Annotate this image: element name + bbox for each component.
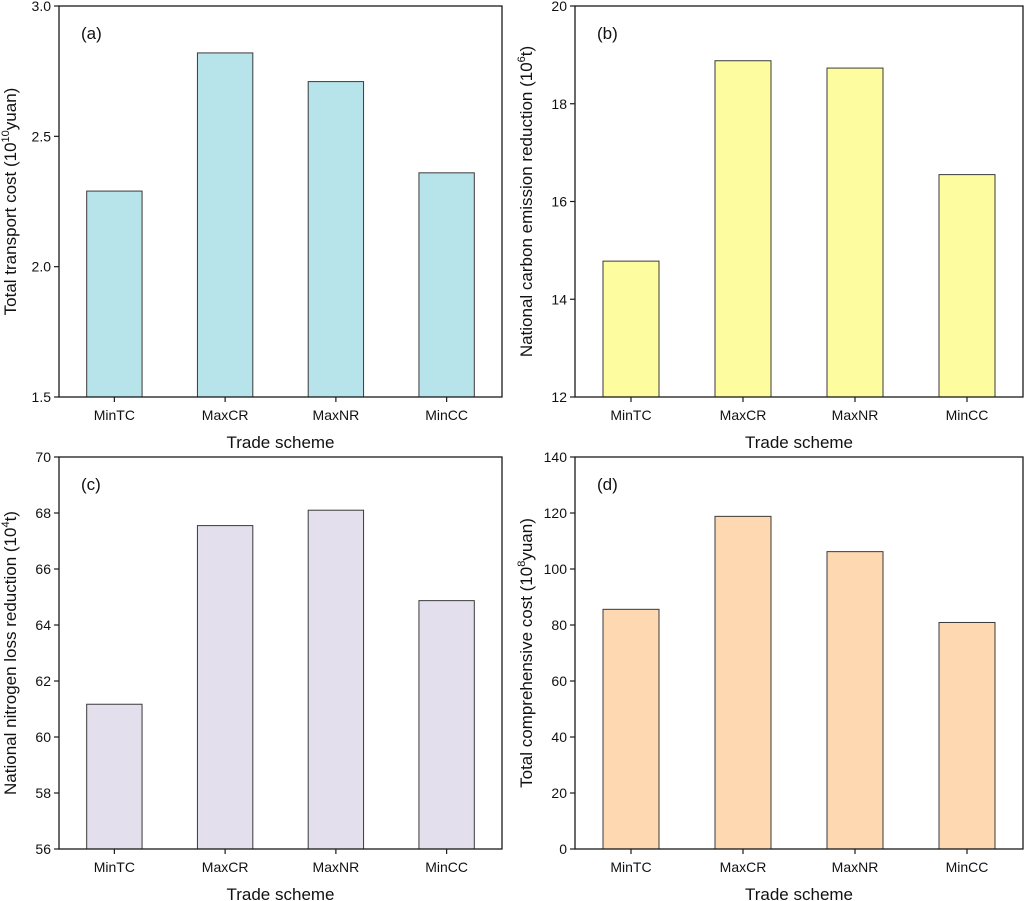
panel-tag: (a): [81, 24, 102, 43]
x-tick-label: MaxCR: [202, 407, 249, 423]
y-tick-label: 20: [551, 0, 567, 14]
bar-maxcr: [196, 525, 254, 850]
bar-mincc: [938, 621, 996, 850]
bar-mincc: [938, 174, 996, 398]
y-tick-label: 80: [551, 617, 567, 633]
y-axis-title-text: Total transport cost (10: [1, 142, 20, 315]
y-tick-label: 60: [551, 673, 567, 689]
bar-mintc: [602, 260, 660, 398]
panel-a: 1.5 2.0 2.5 3.0 MinTC MaxCR MaxNR MinCC Trade sc…: [0, 0, 503, 452]
y-axis-title-superscript: 8: [516, 561, 528, 567]
plot-frame: [58, 5, 503, 398]
plot-frame: [574, 456, 1024, 850]
y-tick-label: 62: [35, 673, 51, 689]
y-tick-label: 100: [544, 561, 568, 577]
bar-maxcr: [714, 60, 772, 398]
panel-d: 0 20 40 60 80 100 120 140 MinTC MaxCR MaxNR MinCC Tr…: [516, 449, 1024, 901]
y-tick-label: 56: [35, 841, 51, 857]
y-tick-label: 20: [551, 785, 567, 801]
y-axis-title-superscript: 6: [516, 56, 528, 62]
x-tick-label: MaxNR: [313, 859, 360, 875]
bar-maxcr: [714, 515, 772, 850]
y-axis-title-text: yuan): [1, 88, 20, 131]
y-axis-title: National carbon emission reduction (106t…: [516, 46, 536, 357]
y-tick-label: 120: [544, 505, 568, 521]
y-axis-title: National nitrogen loss reduction (104t): [0, 511, 20, 795]
y-tick-label: 58: [35, 785, 51, 801]
bar-mintc: [86, 190, 143, 398]
y-axis-title: Total comprehensive cost (108yuan): [516, 518, 536, 788]
panel-tag: (c): [81, 475, 101, 494]
y-tick-label: 18: [551, 96, 567, 112]
x-axis-title: Trade scheme: [226, 885, 334, 901]
x-tick-label: MinTC: [610, 859, 651, 875]
y-tick-label: 2.5: [32, 128, 52, 144]
bar-maxnr: [307, 81, 365, 398]
panel-b: 12 14 16 18 20 MinTC MaxCR MaxNR MinCC Trade sche…: [516, 0, 1024, 452]
y-axis-title-superscript: 10: [0, 130, 12, 142]
x-tick-label: MinTC: [610, 407, 651, 423]
x-tick-label: MaxCR: [720, 859, 767, 875]
x-tick-label: MinTC: [94, 407, 135, 423]
x-axis-title: Trade scheme: [745, 433, 853, 452]
x-tick-label: MaxCR: [720, 407, 767, 423]
y-axis-title-text: Total comprehensive cost (10: [517, 567, 536, 788]
panel-c: 56 58 60 62 64 66 68 70 MinTC MaxCR MaxNR MinCC Trad…: [0, 449, 503, 901]
y-axis-title-text: t): [517, 46, 536, 56]
y-tick-label: 0: [559, 841, 567, 857]
y-tick-label: 2.0: [32, 259, 52, 275]
x-tick-label: MaxNR: [832, 407, 879, 423]
panel-tag: (b): [597, 24, 618, 43]
y-tick-label: 12: [551, 389, 567, 405]
y-axis-title-text: National carbon emission reduction (10: [517, 62, 536, 357]
y-axis-title-text: yuan): [517, 518, 536, 561]
bar-mincc: [418, 600, 475, 850]
bar-maxnr: [307, 509, 365, 850]
bar-mintc: [602, 608, 660, 850]
x-tick-label: MinCC: [425, 859, 468, 875]
x-tick-label: MinCC: [946, 407, 989, 423]
y-axis-title: Total transport cost (1010yuan): [0, 88, 20, 316]
bar-maxnr: [826, 551, 884, 850]
x-tick-label: MaxNR: [313, 407, 360, 423]
x-axis-title: Trade scheme: [226, 433, 334, 452]
x-tick-label: MinCC: [425, 407, 468, 423]
y-tick-label: 140: [544, 449, 568, 465]
plot-frame: [58, 456, 503, 850]
y-tick-label: 16: [551, 194, 567, 210]
x-tick-label: MaxCR: [202, 859, 249, 875]
y-tick-label: 70: [35, 449, 51, 465]
bar-mincc: [418, 172, 475, 398]
y-axis-title-text: t): [1, 511, 20, 521]
x-axis-title: Trade scheme: [745, 885, 853, 901]
bar-maxcr: [196, 52, 254, 398]
y-axis-title-text: National nitrogen loss reduction (10: [1, 528, 20, 795]
x-tick-label: MinCC: [946, 859, 989, 875]
bar-maxnr: [826, 67, 884, 398]
y-tick-label: 3.0: [32, 0, 52, 14]
y-axis-title-superscript: 4: [0, 521, 12, 527]
y-tick-label: 64: [35, 617, 51, 633]
x-tick-label: MaxNR: [832, 859, 879, 875]
y-tick-label: 60: [35, 729, 51, 745]
bar-mintc: [86, 703, 143, 850]
y-tick-label: 68: [35, 505, 51, 521]
panel-tag: (d): [597, 475, 618, 494]
y-tick-label: 66: [35, 561, 51, 577]
y-tick-label: 1.5: [32, 389, 52, 405]
y-tick-label: 14: [551, 291, 567, 307]
y-tick-label: 40: [551, 729, 567, 745]
x-tick-label: MinTC: [94, 859, 135, 875]
